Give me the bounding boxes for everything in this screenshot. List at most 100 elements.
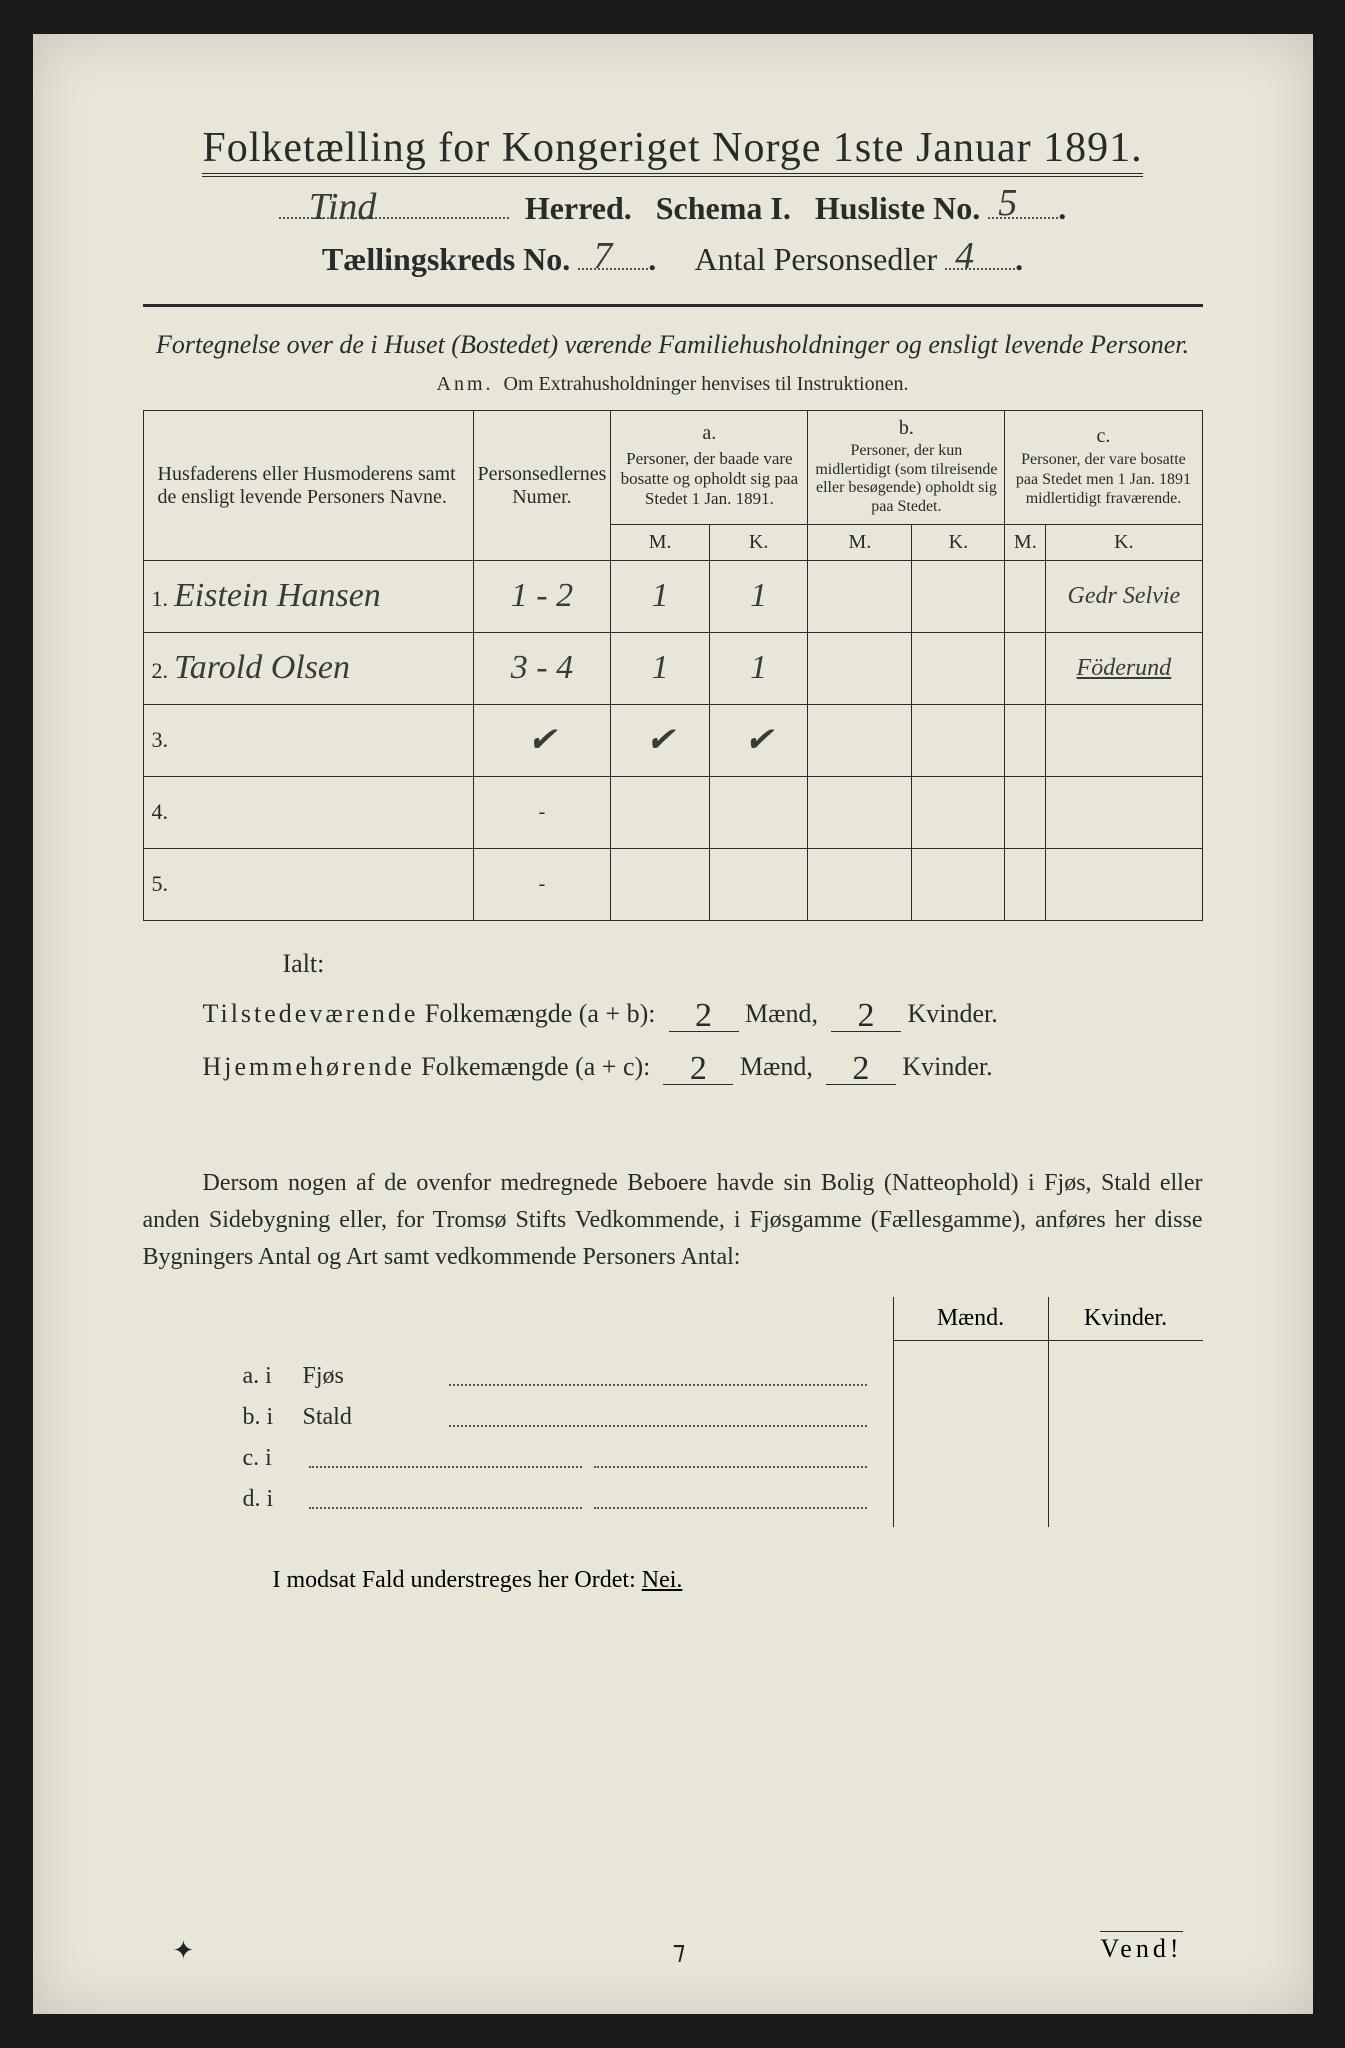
kvinder-label-1: Kvinder. <box>907 999 997 1028</box>
row-1-note: Gedr Selvie <box>1068 583 1181 609</box>
table-header-row-1: Husfaderens eller Husmoderens samt de en… <box>143 411 1202 525</box>
bld-b-label: b. i <box>243 1404 303 1431</box>
row-5-ak <box>709 848 808 920</box>
census-form-page: Folketælling for Kongeriget Norge 1ste J… <box>33 34 1313 2014</box>
row-3-bk <box>912 704 1005 776</box>
row-2-pnum: 3 - 4 <box>511 649 573 686</box>
col-a-k: K. <box>709 524 808 560</box>
maend-label-1: Mænd, <box>745 999 818 1028</box>
bld-c-label: c. i <box>243 1445 303 1472</box>
table-row: 4. - <box>143 776 1202 848</box>
row-2-name: Tarold Olsen <box>174 649 350 686</box>
row-5-bm <box>808 848 912 920</box>
building-paragraph: Dersom nogen af de ovenfor medregnede Be… <box>143 1165 1203 1277</box>
footer-line: I modsat Fald understreges her Ordet: Ne… <box>143 1567 1203 1594</box>
row-4-num: 4. <box>152 799 169 824</box>
herred-value: Tind <box>309 185 377 229</box>
bld-b-type: Stald <box>303 1404 443 1431</box>
row-4-bk <box>912 776 1005 848</box>
row-5-am <box>611 848 710 920</box>
bld-maend-header: Mænd. <box>894 1297 1048 1341</box>
schema-label: Schema I. <box>656 190 791 226</box>
row-3-cm <box>1005 704 1046 776</box>
ink-mark-left: ✦ <box>173 1936 195 1966</box>
row-5-num: 5. <box>152 871 169 896</box>
footer-text: I modsat Fald understreges her Ordet: <box>273 1567 636 1593</box>
row-4-ak <box>709 776 808 848</box>
vend-label: Vend! <box>1100 1931 1182 1964</box>
row-3-num: 3. <box>152 727 169 752</box>
col-b-k: K. <box>912 524 1005 560</box>
row-2-cm <box>1005 632 1046 704</box>
row-4-cm <box>1005 776 1046 848</box>
row-5-bk <box>912 848 1005 920</box>
building-count-table: Mænd. Kvinder. <box>893 1297 1203 1527</box>
home-label-a: Hjemmehørende <box>203 1052 415 1081</box>
totals-block: Ialt: Tilstedeværende Folkemængde (a + b… <box>143 949 1203 1085</box>
household-table: Husfaderens eller Husmoderens samt de en… <box>143 410 1203 921</box>
bld-a-type: Fjøs <box>303 1363 443 1390</box>
bld-a-label: a. i <box>243 1363 303 1390</box>
row-3-bm <box>808 704 912 776</box>
kreds-value: 7 <box>593 234 612 278</box>
kvinder-label-2: Kvinder. <box>902 1052 992 1081</box>
row-1-am: 1 <box>652 577 669 614</box>
row-2-bk <box>912 632 1005 704</box>
table-row: 3. ✔ ✔ ✔ <box>143 704 1202 776</box>
row-1-bk <box>912 560 1005 632</box>
present-m: 2 <box>695 997 712 1034</box>
col-num-header: Personsedlernes Numer. <box>478 463 607 508</box>
maend-label-2: Mænd, <box>740 1052 813 1081</box>
para-text: Dersom nogen af de ovenfor medregnede Be… <box>143 1170 1203 1270</box>
col-c-label: c. <box>1009 425 1197 448</box>
home-label-b: Folkemængde (a + c): <box>421 1052 650 1081</box>
home-k: 2 <box>852 1050 869 1087</box>
col-a-text: Personer, der baade vare bosatte og opho… <box>615 445 803 514</box>
row-4-bm <box>808 776 912 848</box>
present-line: Tilstedeværende Folkemængde (a + b): 2 M… <box>203 993 1203 1032</box>
personsedler-field: 4 <box>945 268 1015 270</box>
footer-nei: Nei. <box>642 1567 683 1593</box>
personsedler-label: Antal Personsedler <box>694 241 937 277</box>
husliste-field: 5 <box>988 217 1058 219</box>
title-text: Folketælling for Kongeriget Norge 1ste J… <box>202 125 1142 177</box>
bld-kvinder-col: Kvinder. <box>1048 1297 1203 1527</box>
row-5-cm <box>1005 848 1046 920</box>
building-list: a. iFjøs b. iStald c. i d. i <box>143 1297 873 1527</box>
col-name-header: Husfaderens eller Husmoderens samt de en… <box>158 463 456 508</box>
ink-mark-center: ⁊ <box>673 1936 686 1966</box>
kreds-label: Tællingskreds No. <box>322 241 570 277</box>
row-4-note <box>1046 776 1202 848</box>
row-2-num: 2. <box>152 658 169 683</box>
row-1-name: Eistein Hansen <box>174 577 381 614</box>
col-b-text: Personer, der kun midlertidigt (som tilr… <box>812 440 1000 518</box>
kreds-field: 7 <box>578 268 648 270</box>
table-row: 1.Eistein Hansen 1 - 2 1 1 Gedr Selvie <box>143 560 1202 632</box>
row-3-pnum: ✔ <box>528 722 557 759</box>
present-label-a: Tilstedeværende <box>203 999 419 1028</box>
husliste-value: 5 <box>998 181 1017 225</box>
col-c-m: M. <box>1005 524 1046 560</box>
row-2-note: Föderund <box>1077 655 1172 681</box>
row-4-pnum: - <box>473 776 611 848</box>
personsedler-value: 4 <box>955 234 974 278</box>
bld-row-a: a. iFjøs <box>243 1363 873 1390</box>
bld-d-label: d. i <box>243 1486 303 1513</box>
husliste-label: Husliste No. <box>815 190 980 226</box>
col-c-k: K. <box>1046 524 1202 560</box>
row-1-cm <box>1005 560 1046 632</box>
col-b-m: M. <box>808 524 912 560</box>
row-5-note <box>1046 848 1202 920</box>
home-line: Hjemmehørende Folkemængde (a + c): 2 Mæn… <box>203 1046 1203 1085</box>
table-row: 2.Tarold Olsen 3 - 4 1 1 Föderund <box>143 632 1202 704</box>
ialt-label: Ialt: <box>283 949 1203 979</box>
present-k: 2 <box>857 997 874 1034</box>
row-1-ak: 1 <box>750 577 767 614</box>
row-1-pnum: 1 - 2 <box>511 577 573 614</box>
divider-1 <box>143 304 1203 307</box>
col-b-label: b. <box>812 417 1000 440</box>
anm-text: Om Extrahusholdninger henvises til Instr… <box>504 373 909 395</box>
table-row: 5. - <box>143 848 1202 920</box>
row-2-bm <box>808 632 912 704</box>
header-line-1: Tind Herred. Schema I. Husliste No. 5 . <box>143 190 1203 227</box>
